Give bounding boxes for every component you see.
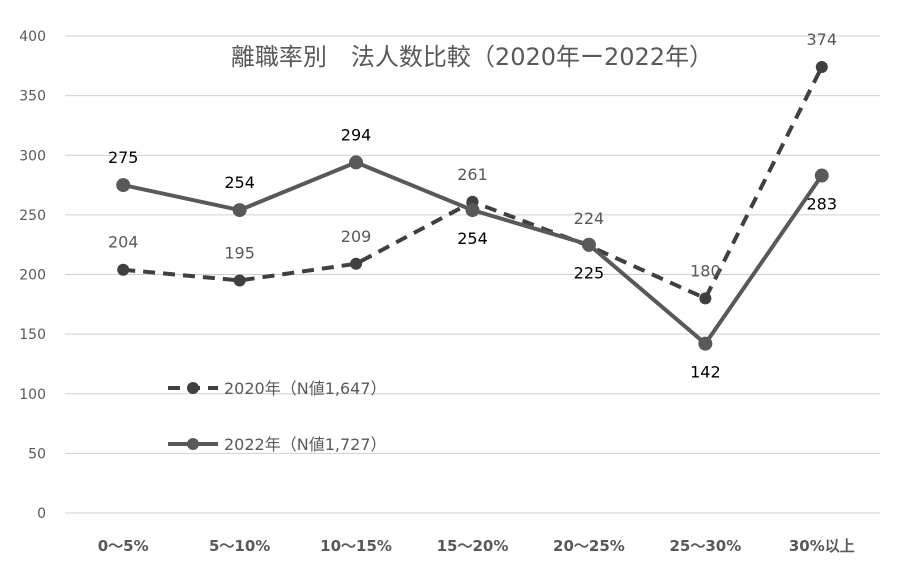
y-tick-label: 50 [28, 446, 46, 462]
chart-title: 離職率別 法人数比較（2020年ー2022年） [231, 43, 713, 71]
x-tick-label: 0〜5% [98, 537, 149, 555]
data-label: 254 [457, 229, 488, 248]
data-point [233, 274, 246, 287]
x-tick-label: 5〜10% [209, 537, 270, 555]
data-label: 195 [224, 243, 255, 262]
legend-label: 2020年（N値1,647） [224, 379, 387, 398]
data-label: 254 [224, 173, 255, 192]
legend-label: 2022年（N値1,727） [224, 435, 387, 454]
data-point [349, 155, 364, 170]
legend-marker [187, 382, 199, 394]
series-lines [116, 61, 829, 351]
data-point [232, 203, 247, 218]
x-axis-ticks: 0〜5% 5〜10% 10〜15% 15〜20% 20〜25% 25〜30% 30%以上 [98, 537, 855, 555]
data-point [699, 292, 712, 305]
data-point [117, 263, 130, 276]
data-label: 209 [341, 227, 372, 246]
y-tick-label: 0 [37, 506, 46, 522]
data-labels: 204 195 209 261 224 180 374 275 254 294 254 225 142 2… [108, 30, 837, 382]
data-label: 374 [807, 30, 838, 49]
data-point [465, 203, 480, 218]
data-label: 225 [574, 264, 605, 283]
data-label: 275 [108, 148, 139, 167]
data-label: 204 [108, 233, 139, 252]
data-point [698, 336, 713, 351]
x-tick-label: 15〜20% [437, 537, 509, 555]
x-tick-label: 10〜15% [320, 537, 392, 555]
legend-marker [187, 438, 199, 450]
y-tick-label: 200 [19, 268, 46, 284]
data-point [116, 178, 131, 193]
data-point [814, 168, 829, 183]
x-tick-label: 20〜25% [553, 537, 625, 555]
data-label: 283 [807, 195, 838, 214]
y-tick-label: 400 [19, 29, 46, 45]
data-label: 142 [690, 363, 721, 382]
y-tick-label: 150 [19, 327, 46, 343]
data-label: 180 [690, 261, 721, 280]
x-tick-label: 30%以上 [789, 537, 855, 555]
x-tick-label: 25〜30% [669, 537, 741, 555]
data-label: 261 [457, 165, 488, 184]
y-tick-label: 350 [19, 89, 46, 105]
data-label: 224 [574, 209, 605, 228]
data-label: 294 [341, 125, 372, 144]
data-point [350, 257, 363, 270]
legend: 2020年（N値1,647） 2022年（N値1,727） [168, 379, 387, 454]
data-point [815, 61, 828, 74]
data-point [581, 237, 596, 252]
y-tick-label: 250 [19, 208, 46, 224]
y-axis-ticks: 0 50 100 150 200 250 300 350 400 [19, 29, 46, 522]
y-tick-label: 100 [19, 387, 46, 403]
y-tick-label: 300 [19, 148, 46, 164]
